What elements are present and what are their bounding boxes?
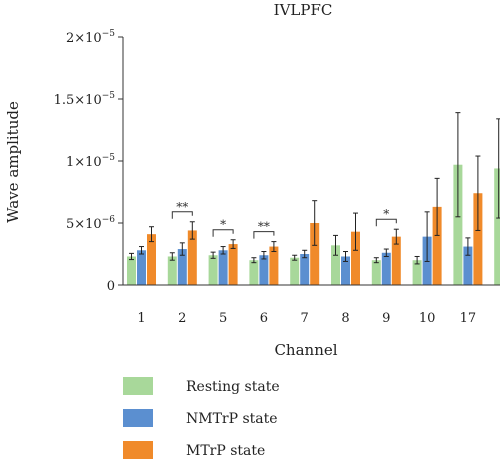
bar-mtrp-state-ch9 (391, 236, 401, 285)
y-tick-label-exponent: −5 (102, 29, 116, 39)
significance-bracket (171, 211, 193, 219)
y-tick-label-base: 0 (107, 279, 115, 294)
x-tick-label: 2 (178, 311, 186, 326)
legend-label: MTrP state (186, 443, 265, 459)
significance-bracket (253, 231, 275, 239)
significance-markers: *** *** (171, 200, 397, 239)
x-tick-label: 17 (460, 311, 477, 326)
bar-mtrp-state-ch7 (310, 223, 320, 285)
x-tick-label: 1 (137, 311, 145, 326)
bar-resting-state-ch9 (371, 260, 381, 285)
x-tick-label: 9 (382, 311, 390, 326)
y-axis-title: Wave amplitude (4, 101, 22, 223)
x-tick-label: 5 (219, 311, 227, 326)
y-tick-label-exponent: −5 (102, 91, 116, 101)
x-tick-label: 8 (341, 311, 349, 326)
bar-nmtrp-state-ch5 (218, 250, 228, 285)
bar-nmtrp-state-ch6 (259, 255, 269, 285)
bar-resting-state-ch10 (412, 260, 422, 285)
bar-mtrp-state-ch10 (432, 206, 442, 285)
x-tick-label: 10 (419, 311, 436, 326)
bar-nmtrp-state-ch2 (177, 249, 187, 285)
bar-nmtrp-state-ch1 (137, 250, 146, 285)
y-tick-label: 1×10−5 (66, 153, 115, 170)
y-tick-label-base: 1×10 (66, 155, 102, 170)
chart-title: IVLPFC (274, 1, 333, 19)
bars-group (127, 112, 500, 285)
y-tick-label: 1.5×10−5 (54, 91, 116, 108)
bar-mtrp-state-ch1 (147, 234, 156, 285)
bar-nmtrp-state-ch9 (381, 252, 391, 285)
y-tick-label-exponent: −6 (102, 215, 116, 225)
y-tick-label-base: 2×10 (66, 31, 102, 46)
bar-resting-state-ch6 (249, 260, 259, 285)
x-axis: 1256789101718 (123, 284, 500, 326)
legend-swatch (123, 409, 153, 427)
significance-label: * (383, 207, 389, 221)
y-tick-label-exponent: −5 (102, 153, 116, 163)
significance-label: * (220, 218, 226, 232)
bar-resting-state-ch17 (453, 164, 463, 285)
bar-resting-state-ch1 (127, 256, 136, 285)
x-axis-title: Channel (274, 341, 337, 359)
significance-bracket (375, 218, 397, 227)
bar-resting-state-ch7 (290, 257, 300, 285)
y-tick-label-base: 5×10 (66, 217, 102, 232)
y-tick-label: 2×10−5 (66, 29, 115, 46)
bar-nmtrp-state-ch7 (300, 254, 310, 285)
y-axis: 05×10−61×10−51.5×10−52×10−5 (54, 29, 124, 294)
bar-mtrp-state-ch2 (187, 230, 197, 285)
bar-mtrp-state-ch17 (473, 193, 483, 285)
legend-swatch (123, 377, 153, 395)
bar-mtrp-state-ch8 (351, 231, 360, 285)
significance-bracket (212, 229, 234, 237)
bar-nmtrp-state-ch17 (463, 246, 473, 285)
x-tick-label: 6 (260, 311, 268, 326)
x-tick-label: 7 (301, 311, 309, 326)
bar-resting-state-ch8 (331, 245, 340, 285)
bar-resting-state-ch2 (167, 256, 177, 285)
bar-mtrp-state-ch6 (269, 246, 279, 285)
bar-nmtrp-state-ch8 (341, 256, 350, 285)
bar-resting-state-ch18 (494, 168, 500, 285)
significance-label: ** (258, 220, 270, 234)
y-tick-label-base: 1.5×10 (54, 93, 102, 108)
legend: Resting state NMTrP state MTrP state (123, 377, 280, 459)
bar-mtrp-state-ch5 (228, 244, 238, 285)
significance-label: ** (176, 200, 188, 214)
legend-swatch (123, 441, 153, 459)
y-tick-label: 5×10−6 (66, 215, 115, 232)
bar-resting-state-ch5 (208, 255, 218, 285)
legend-label: Resting state (186, 379, 280, 395)
y-tick-label: 0 (107, 279, 115, 294)
legend-label: NMTrP state (186, 411, 278, 427)
